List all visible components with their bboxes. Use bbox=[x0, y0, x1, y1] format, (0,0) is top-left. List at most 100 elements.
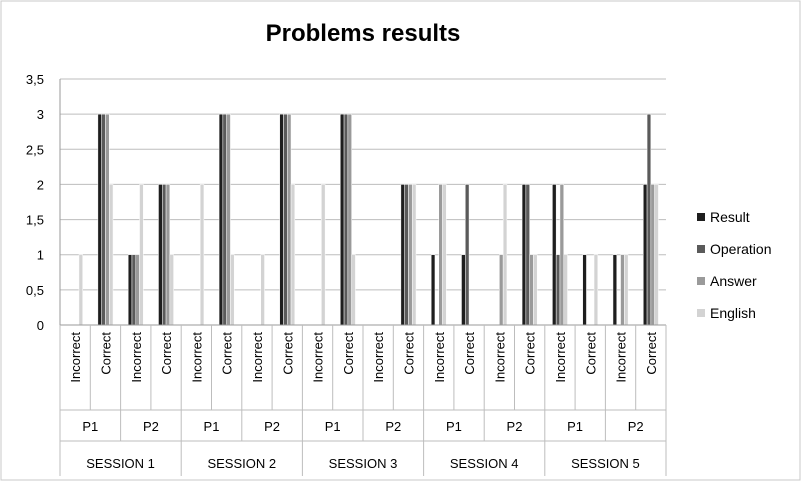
x-outcome-label: Incorrect bbox=[553, 332, 568, 383]
x-outcome-label: Correct bbox=[280, 332, 295, 375]
x-outcome-label: Correct bbox=[159, 332, 174, 375]
y-axis: 0 0,5 1 1,5 2 2,5 3 3,5 bbox=[26, 72, 61, 333]
bar-result bbox=[612, 254, 618, 326]
x-outcome-label: Incorrect bbox=[371, 332, 386, 383]
bar-operation bbox=[343, 113, 349, 326]
bar-result bbox=[158, 184, 163, 326]
bar-english bbox=[108, 184, 114, 326]
bar-answer bbox=[529, 254, 534, 326]
bar-result bbox=[400, 184, 405, 326]
x-session-label: SESSION 5 bbox=[571, 456, 640, 471]
x-outcome-label: Incorrect bbox=[492, 332, 507, 383]
bar-result bbox=[430, 254, 436, 326]
bar-english bbox=[199, 184, 205, 326]
bar-answer bbox=[408, 184, 413, 326]
y-tick-label: 3 bbox=[37, 107, 44, 122]
x-outcome-label: Correct bbox=[401, 332, 416, 375]
bar-result bbox=[643, 184, 648, 326]
bar-answer bbox=[438, 184, 443, 326]
legend-label-operation: Operation bbox=[710, 241, 771, 257]
bar-english bbox=[260, 254, 265, 326]
x-outcome-label: Correct bbox=[220, 332, 235, 375]
x-problem-label: P2 bbox=[385, 419, 401, 434]
bar-english bbox=[411, 184, 417, 326]
bar-answer bbox=[105, 113, 110, 326]
x-session-label: SESSION 1 bbox=[86, 456, 155, 471]
bar-answer bbox=[226, 113, 231, 326]
bar-result bbox=[127, 254, 133, 326]
x-problem-label: P2 bbox=[264, 419, 280, 434]
bar-english bbox=[654, 184, 659, 326]
gridlines bbox=[60, 78, 666, 326]
legend-swatch-answer bbox=[697, 277, 705, 285]
bar-english bbox=[78, 254, 83, 326]
bar-english bbox=[533, 254, 538, 326]
chart-title: Problems results bbox=[265, 20, 461, 47]
bar-answer bbox=[165, 184, 171, 326]
bar-operation bbox=[555, 254, 561, 326]
x-problem-label: P1 bbox=[567, 419, 583, 434]
y-tick-label: 0,5 bbox=[26, 283, 44, 298]
bar-english bbox=[230, 254, 235, 326]
legend-label-result: Result bbox=[710, 209, 750, 225]
bar-english bbox=[502, 184, 508, 326]
bar-result bbox=[521, 184, 527, 326]
x-outcome-label: Incorrect bbox=[129, 332, 144, 383]
bar-operation bbox=[525, 184, 530, 326]
bar-answer bbox=[287, 113, 292, 326]
bar-answer bbox=[620, 254, 625, 326]
x-outcome-label: Correct bbox=[98, 332, 113, 375]
bar-operation bbox=[101, 113, 106, 326]
x-session-label: SESSION 4 bbox=[450, 456, 519, 471]
x-outcome-label: Incorrect bbox=[189, 332, 204, 383]
x-outcome-label: Incorrect bbox=[614, 332, 629, 383]
x-problem-label: P1 bbox=[325, 419, 341, 434]
y-tick-label: 2,5 bbox=[26, 142, 44, 157]
x-outcome-label: Correct bbox=[341, 332, 356, 375]
legend-swatch-result bbox=[697, 213, 705, 221]
x-problem-label: P1 bbox=[446, 419, 462, 434]
bar-english bbox=[321, 184, 326, 326]
x-session-label: SESSION 2 bbox=[207, 456, 276, 471]
legend-swatch-operation bbox=[697, 245, 705, 253]
legend-label-answer: Answer bbox=[710, 273, 757, 289]
bar-result bbox=[552, 184, 557, 326]
bar-english bbox=[351, 254, 356, 326]
bar-operation bbox=[465, 184, 470, 326]
bar-result bbox=[279, 113, 284, 326]
bar-answer bbox=[559, 184, 564, 326]
x-session-label: SESSION 3 bbox=[329, 456, 398, 471]
x-problem-label: P2 bbox=[628, 419, 644, 434]
x-outcome-label: Incorrect bbox=[68, 332, 83, 383]
bar-operation bbox=[222, 113, 227, 326]
legend-swatch-english bbox=[697, 309, 705, 317]
x-problem-label: P1 bbox=[204, 419, 220, 434]
bar-result bbox=[218, 113, 224, 326]
x-problem-label: P1 bbox=[82, 419, 98, 434]
bar-operation bbox=[283, 113, 288, 326]
y-tick-label: 1 bbox=[37, 248, 44, 263]
x-problem-label: P2 bbox=[143, 419, 159, 434]
bar-english bbox=[442, 184, 447, 326]
bar-result bbox=[461, 254, 466, 326]
bar-answer bbox=[650, 184, 655, 326]
bar-operation bbox=[404, 184, 409, 326]
y-tick-label: 0 bbox=[37, 318, 44, 333]
x-problem-label: P2 bbox=[507, 419, 523, 434]
bar-english bbox=[624, 254, 629, 326]
legend-label-english: English bbox=[710, 305, 756, 321]
bar-english bbox=[139, 184, 144, 326]
bar-english bbox=[593, 254, 599, 326]
bar-answer bbox=[499, 254, 504, 326]
bar-operation bbox=[646, 113, 652, 326]
bar-operation bbox=[162, 184, 167, 326]
x-outcome-label: Correct bbox=[644, 332, 659, 375]
x-outcome-label: Correct bbox=[462, 332, 477, 375]
bar-operation bbox=[131, 254, 136, 326]
bar-english bbox=[563, 254, 568, 326]
bar-answer bbox=[135, 254, 140, 326]
x-axis: Incorrect Correct Incorrect Correct Incorrec… bbox=[59, 324, 667, 476]
